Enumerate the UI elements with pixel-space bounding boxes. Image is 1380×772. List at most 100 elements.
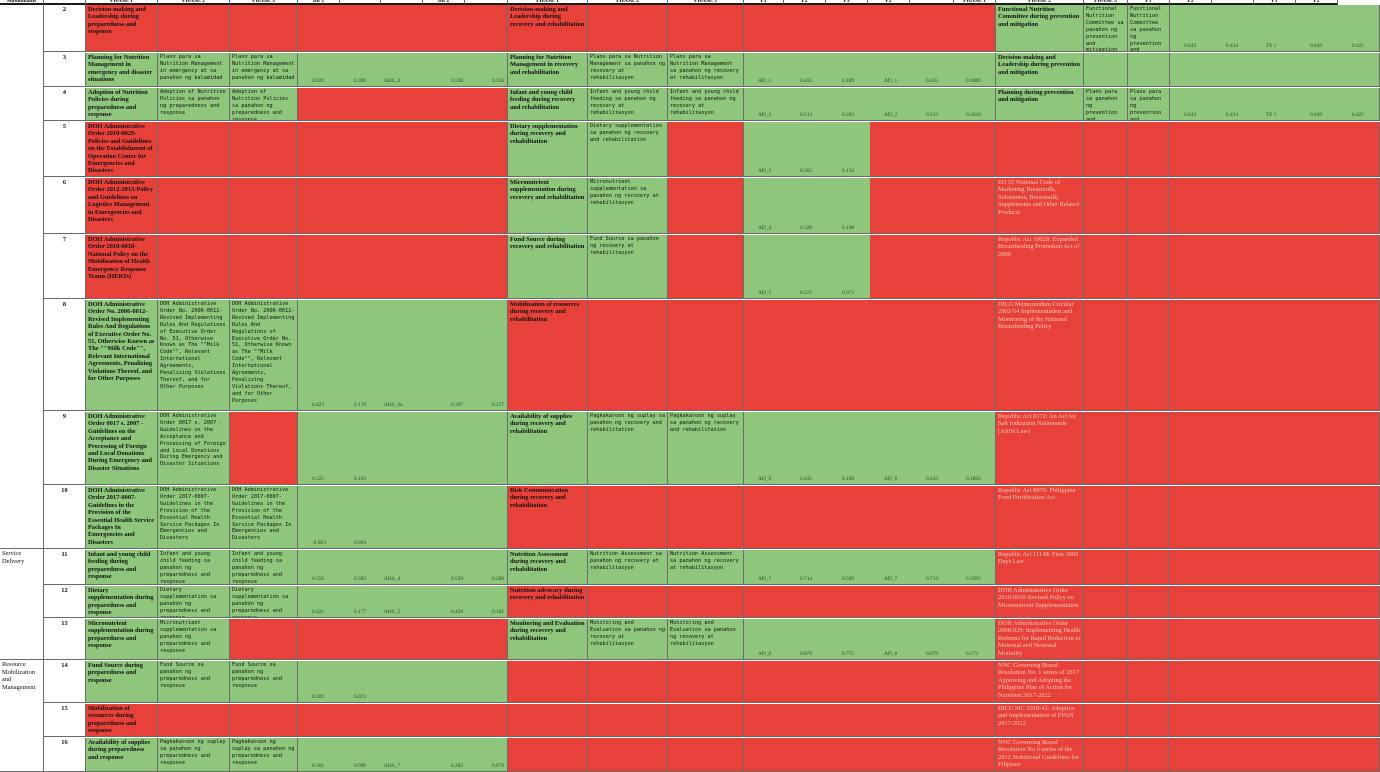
policy-phase2-cell[interactable]: Plano para sa panahon ng prevention and …	[1084, 88, 1128, 121]
row-number[interactable]: 15	[44, 704, 86, 737]
component-phase1-cell[interactable]: DOH Administrative Order 2018-0018-Natio…	[86, 235, 158, 299]
policy-phase2-cell[interactable]	[1084, 300, 1128, 411]
row-number[interactable]: 4	[44, 88, 86, 121]
domain-phase1-cell[interactable]: Nutrition advocacy during recovery and r…	[508, 586, 588, 618]
domain-phase2-cell[interactable]	[588, 300, 668, 411]
header-cell[interactable]: Subdomains	[0, 0, 44, 5]
indicator-block[interactable]: 0.301 0.090 AHS_7 0.282 0.079	[298, 738, 508, 772]
header-cell[interactable]: PHASE 1	[508, 0, 588, 5]
header-cell[interactable]	[340, 0, 381, 5]
row-number[interactable]: 2	[44, 5, 86, 52]
indicator-block[interactable]	[298, 122, 508, 177]
domain-values-block[interactable]	[744, 704, 996, 737]
subdomain-cell[interactable]	[0, 5, 44, 549]
header-cell[interactable]: P2	[1296, 0, 1338, 5]
domain-values-block[interactable]	[744, 300, 996, 411]
row-number[interactable]: 8	[44, 300, 86, 411]
policy-values-block[interactable]	[1170, 486, 1380, 549]
component-phase3-cell[interactable]	[230, 235, 298, 299]
domain-phase2-cell[interactable]: Nutrition Assessment sa panahon ng recov…	[588, 550, 668, 585]
header-cell[interactable]	[465, 0, 508, 5]
domain-values-block[interactable]	[744, 661, 996, 703]
header-cell[interactable]: PHASE 2	[158, 0, 230, 5]
component-phase3-cell[interactable]: DOH Administrative Order No. 2006-0012-R…	[230, 300, 298, 411]
policy-phase3-cell[interactable]	[1128, 412, 1170, 485]
domain-phase3-cell[interactable]: Infant and young child feeding sa panaho…	[668, 88, 744, 121]
domain-phase2-cell[interactable]	[588, 486, 668, 549]
policy-phase1-cell[interactable]: DILG MC 2018-42: Adoption and Implementa…	[996, 704, 1084, 737]
row-number[interactable]: 16	[44, 738, 86, 772]
policy-phase2-cell[interactable]	[1084, 704, 1128, 737]
domain-phase3-cell[interactable]: Nutrition Assessment sa panahon ng recov…	[668, 550, 744, 585]
domain-phase2-cell[interactable]: Fund Source sa panahon ng recovery at re…	[588, 235, 668, 299]
header-cell[interactable]: P2	[868, 0, 910, 5]
row-number[interactable]: 9	[44, 412, 86, 485]
component-phase2-cell[interactable]: Infant and young child feeding sa panaho…	[158, 550, 230, 585]
domain-phase1-cell[interactable]: Availability of supplies during recovery…	[508, 412, 588, 485]
indicator-block[interactable]: 0.321 0.103	[298, 412, 508, 485]
component-phase1-cell[interactable]: Mobilization of resources during prepare…	[86, 704, 158, 737]
domain-phase1-cell[interactable]: Micronutrient supplementation during rec…	[508, 178, 588, 234]
component-phase2-cell[interactable]	[158, 704, 230, 737]
component-phase1-cell[interactable]: Decision-making and Leadership during pr…	[86, 5, 158, 52]
domain-phase2-cell[interactable]	[588, 5, 668, 52]
policy-phase1-cell[interactable]: Decision-making and Leadership during pr…	[996, 53, 1084, 87]
domain-phase3-cell[interactable]	[668, 122, 744, 177]
component-phase3-cell[interactable]: Plano para sa Nutrition Management in em…	[230, 53, 298, 87]
indicator-block[interactable]	[298, 5, 508, 52]
policy-phase3-cell[interactable]	[1128, 178, 1170, 234]
policy-values-block[interactable]	[1170, 738, 1380, 772]
policy-phase3-cell[interactable]	[1128, 738, 1170, 772]
domain-phase3-cell[interactable]	[668, 486, 744, 549]
policy-values-block[interactable]	[1170, 412, 1380, 485]
component-phase1-cell[interactable]: DOH Administrative Order 0017 s. 2007 -G…	[86, 412, 158, 485]
row-number[interactable]: 13	[44, 619, 86, 660]
policy-phase3-cell[interactable]	[1128, 235, 1170, 299]
component-phase2-cell[interactable]: Pagkakaroon ng suplay sa panahon ng prep…	[158, 738, 230, 772]
domain-phase3-cell[interactable]: Pagkakaroon ng suplay sa panahon ng reco…	[668, 412, 744, 485]
policy-phase2-cell[interactable]: Functional Nutrition Committee sa panaho…	[1084, 5, 1128, 52]
domain-values-block[interactable]: AD_7 0.714 0.509 AD_7 0.714 0.5091	[744, 550, 996, 585]
policy-phase1-cell[interactable]: DOH Administrative Order 2008-029: Imple…	[996, 619, 1084, 660]
domain-values-block[interactable]	[744, 586, 996, 618]
domain-phase3-cell[interactable]: Plano para sa Nutrition Management sa pa…	[668, 53, 744, 87]
domain-phase1-cell[interactable]	[508, 704, 588, 737]
header-cell[interactable]: P1	[1128, 0, 1170, 5]
policy-phase2-cell[interactable]	[1084, 412, 1128, 485]
policy-phase1-cell[interactable]: DOH Administrative Order 2010-0010 Revis…	[996, 586, 1084, 618]
header-cell[interactable]: PHASE 1	[86, 0, 158, 5]
header-cell[interactable]: P1	[1254, 0, 1296, 5]
indicator-block[interactable]: 0.423 0.179 AHS_3a 0.397 0.157	[298, 300, 508, 411]
domain-phase3-cell[interactable]	[668, 178, 744, 234]
component-phase1-cell[interactable]: DOH Administrative Order 2010-0029- Poli…	[86, 122, 158, 177]
header-cell[interactable]: Int 2	[423, 0, 465, 5]
policy-phase3-cell[interactable]: Functional Nutrition Committee sa panaho…	[1128, 5, 1170, 52]
domain-values-block[interactable]: AD_8 0.879 0.772 AD_8 0.879 0.772	[744, 619, 996, 660]
domain-phase3-cell[interactable]	[668, 586, 744, 618]
component-phase2-cell[interactable]: DOH Administrative Order No. 2006-0012-R…	[158, 300, 230, 411]
component-phase3-cell[interactable]: Dietary supplementation sa panahon ng pr…	[230, 586, 298, 618]
domain-values-block[interactable]: AD_6 0.435 0.189 AD_6 0.435 0.1892	[744, 412, 996, 485]
component-phase1-cell[interactable]: Adoption of Nutrition Policies during pr…	[86, 88, 158, 121]
domain-phase1-cell[interactable]: Mobilization of resources during recover…	[508, 300, 588, 411]
policy-phase2-cell[interactable]	[1084, 235, 1128, 299]
header-cell[interactable]: P3	[826, 0, 868, 5]
component-phase1-cell[interactable]: Infant and young child feeding during pr…	[86, 550, 158, 585]
header-cell[interactable]: PHASE 2	[996, 0, 1084, 5]
policy-values-block[interactable]: 0.643 0.414 TS 1 0.649 0.421	[1170, 88, 1380, 121]
policy-phase1-cell[interactable]: DILG Memorandum Circular 2002-54 Impleme…	[996, 300, 1084, 411]
header-cell[interactable]	[910, 0, 954, 5]
component-phase3-cell[interactable]: Fund Source sa panahon ng preparedness a…	[230, 661, 298, 703]
policy-phase1-cell[interactable]: EO 51 National Code of Marketing Breastm…	[996, 178, 1084, 234]
domain-phase3-cell[interactable]	[668, 704, 744, 737]
indicator-block[interactable]	[298, 619, 508, 660]
component-phase3-cell[interactable]: Pagkakaroon ng suplay sa panahon ng prep…	[230, 738, 298, 772]
policy-phase2-cell[interactable]	[1084, 122, 1128, 177]
domain-phase1-cell[interactable]: Fund Source during recovery and rehabili…	[508, 235, 588, 299]
component-phase2-cell[interactable]: Adoption of Nutrition Policies sa panaho…	[158, 88, 230, 121]
policy-phase3-cell[interactable]	[1128, 704, 1170, 737]
row-number[interactable]: 6	[44, 178, 86, 234]
domain-phase2-cell[interactable]: Infant and young child feeding sa panaho…	[588, 88, 668, 121]
header-cell[interactable]: Int 1	[298, 0, 340, 5]
